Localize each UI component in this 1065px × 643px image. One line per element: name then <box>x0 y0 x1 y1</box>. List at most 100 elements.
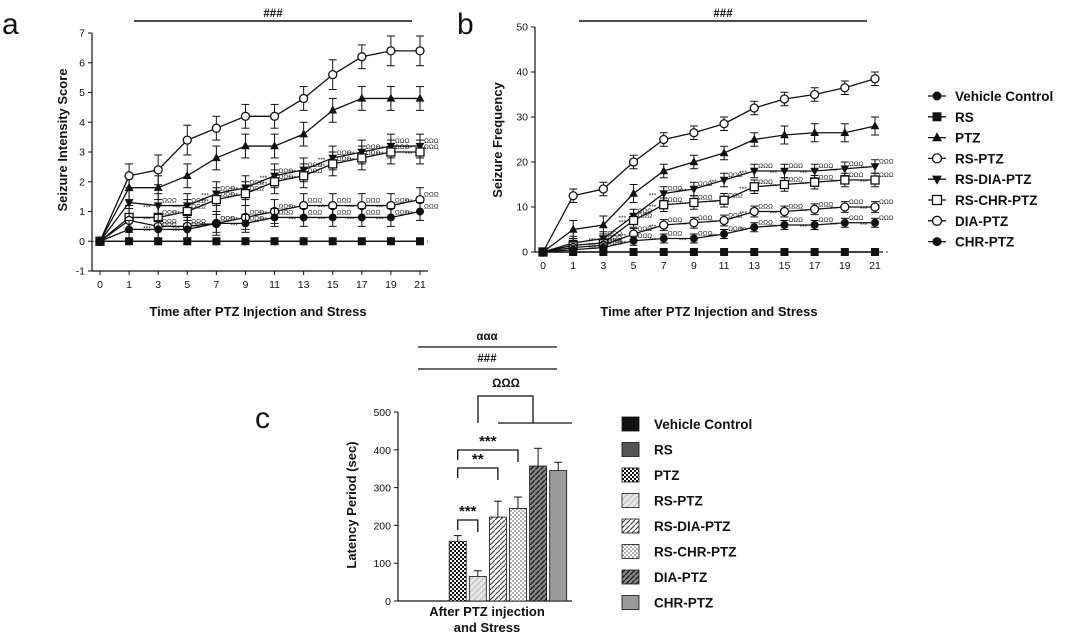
data-point-rs-ptz <box>598 184 609 194</box>
data-point-rs-ptz <box>568 191 578 201</box>
omega-annotation-a: ΩΩΩ <box>191 218 206 225</box>
omega-annotation-b: ΩΩΩ <box>638 213 653 220</box>
data-point-ptz <box>840 127 850 136</box>
panel-label-c: c <box>255 402 270 435</box>
omega-annotation-b: ΩΩΩ <box>788 204 803 211</box>
data-point-rs-ptz <box>809 89 820 100</box>
series-line-rs-dia-ptz <box>542 165 876 253</box>
star-annotation-a: *** <box>172 205 180 212</box>
star-annotation-b: *** <box>800 208 808 215</box>
data-point-ptz <box>182 171 192 179</box>
y-tick-label-a: 2 <box>79 176 85 188</box>
x-tick-label-a: 11 <box>269 279 280 291</box>
data-point-dia-ptz <box>749 206 759 217</box>
legend-label: Vehicle Control <box>955 89 1053 104</box>
data-point-rs <box>386 237 395 246</box>
data-point-rs-ptz <box>357 52 367 62</box>
y-tick-label-c: 400 <box>373 445 391 457</box>
legend-c-label: CHR-PTZ <box>654 596 713 611</box>
omega-annotation-b: ΩΩΩ <box>668 231 683 238</box>
x-tick-label-a: 17 <box>356 279 368 291</box>
chart-panel-a: ### Seizure Intensity Score Time after P… <box>55 8 439 319</box>
bar-ptz <box>448 540 467 602</box>
omega-annotation-a: ΩΩΩ <box>424 144 439 151</box>
legend-marker-rs <box>932 112 942 122</box>
star-annotation-b: *** <box>649 193 657 200</box>
star-annotation-a: *** <box>201 199 209 206</box>
star-annotation-a: *** <box>347 216 355 223</box>
legend-c-label: RS-PTZ <box>654 494 703 509</box>
omega-annotation-b: ΩΩΩ <box>758 179 773 186</box>
data-point-rs-chr-ptz <box>298 171 309 181</box>
top-bracket-label-1: ### <box>477 353 497 365</box>
data-point-rs-ptz <box>386 46 396 56</box>
x-tick-label-a: 13 <box>298 279 310 291</box>
star-annotation-a: *** <box>405 151 413 158</box>
x-tick-label-b: 1 <box>570 260 576 272</box>
omega-annotation-a: ΩΩΩ <box>279 204 294 211</box>
omega-annotation-a: ΩΩΩ <box>220 215 235 222</box>
x-tick-label-a: 21 <box>414 279 426 291</box>
data-point-ptz <box>598 220 608 229</box>
star-annotation-a: *** <box>172 228 180 235</box>
star-annotation-b: *** <box>769 184 777 191</box>
star-annotation-b: *** <box>709 220 717 227</box>
data-point-rs <box>689 248 698 256</box>
legend-c-item-ptz: PTZ <box>621 467 680 483</box>
data-point-rs <box>871 248 879 256</box>
star-bracket-1 <box>457 467 499 480</box>
series-line-dia-ptz <box>542 206 875 253</box>
omega-annotation-b: ΩΩΩ <box>849 172 864 179</box>
data-point-chr-ptz <box>810 221 819 229</box>
star-annotation-a: *** <box>143 205 151 212</box>
data-point-chr-ptz <box>629 236 638 245</box>
data-point-rs-ptz <box>719 119 729 129</box>
legend-c-label: RS-CHR-PTZ <box>654 545 737 560</box>
star-annotation-b: *** <box>860 166 868 173</box>
data-point-rs-chr-ptz <box>269 177 280 187</box>
data-point-dia-ptz <box>689 218 699 228</box>
bar-chr-ptz <box>549 470 568 602</box>
y-axis-title-b: Seizure Frequency <box>490 81 505 197</box>
y-tick-label-a: 1 <box>79 206 85 218</box>
star-annotation-a: *** <box>318 163 326 170</box>
star-annotation-b: *** <box>769 211 777 218</box>
data-point-rs-ptz <box>659 134 669 145</box>
series-line-dia-ptz <box>99 198 421 242</box>
omega-annotation-b: ΩΩΩ <box>849 215 864 222</box>
x-tick-label-b: 9 <box>691 260 697 272</box>
legend-label: CHR-PTZ <box>955 235 1014 250</box>
omega-annotation-b: ΩΩΩ <box>728 172 743 179</box>
legend-swatch-dia-ptz <box>621 569 640 585</box>
star-bracket-label-1: ** <box>472 451 484 468</box>
star-annotation-b: *** <box>588 238 596 245</box>
star-annotation-b: *** <box>800 181 808 188</box>
data-point-ptz <box>241 141 250 150</box>
star-annotation-a: *** <box>376 205 384 212</box>
omega-annotation-a: ΩΩΩ <box>366 209 381 216</box>
star-annotation-b: *** <box>739 186 747 193</box>
legend-c-item-vehicle-control: Vehicle Control <box>621 416 752 432</box>
star-bracket-label-0: *** <box>479 433 497 450</box>
legend-c-label: DIA-PTZ <box>654 570 707 585</box>
legend-label: RS <box>955 110 974 125</box>
omega-annotation-b: ΩΩΩ <box>728 213 743 220</box>
data-point-rs-dia-ptz <box>810 167 820 176</box>
legend-item-dia-ptz: DIA-PTZ <box>928 214 1008 229</box>
x-tick-label-b: 11 <box>719 260 730 272</box>
data-point-chr-ptz <box>212 219 221 228</box>
omega-annotation-b: ΩΩΩ <box>879 172 894 179</box>
omega-annotation-a: ΩΩΩ <box>424 192 439 199</box>
significance-label-b: ### <box>713 8 733 20</box>
y-tick-label-c: 0 <box>385 596 391 608</box>
data-point-rs <box>629 248 638 256</box>
data-point-rs-dia-ptz <box>659 190 669 199</box>
data-point-chr-ptz <box>96 237 104 246</box>
legend-marker-dia-ptz <box>931 215 943 226</box>
data-point-rs-ptz <box>211 123 222 133</box>
data-point-rs-chr-ptz <box>357 153 367 163</box>
y-tick-label-b: 20 <box>516 157 528 169</box>
omega-annotation-a: ΩΩΩ <box>279 174 294 181</box>
data-point-rs <box>125 237 134 246</box>
y-tick-label-b: 0 <box>522 247 528 259</box>
